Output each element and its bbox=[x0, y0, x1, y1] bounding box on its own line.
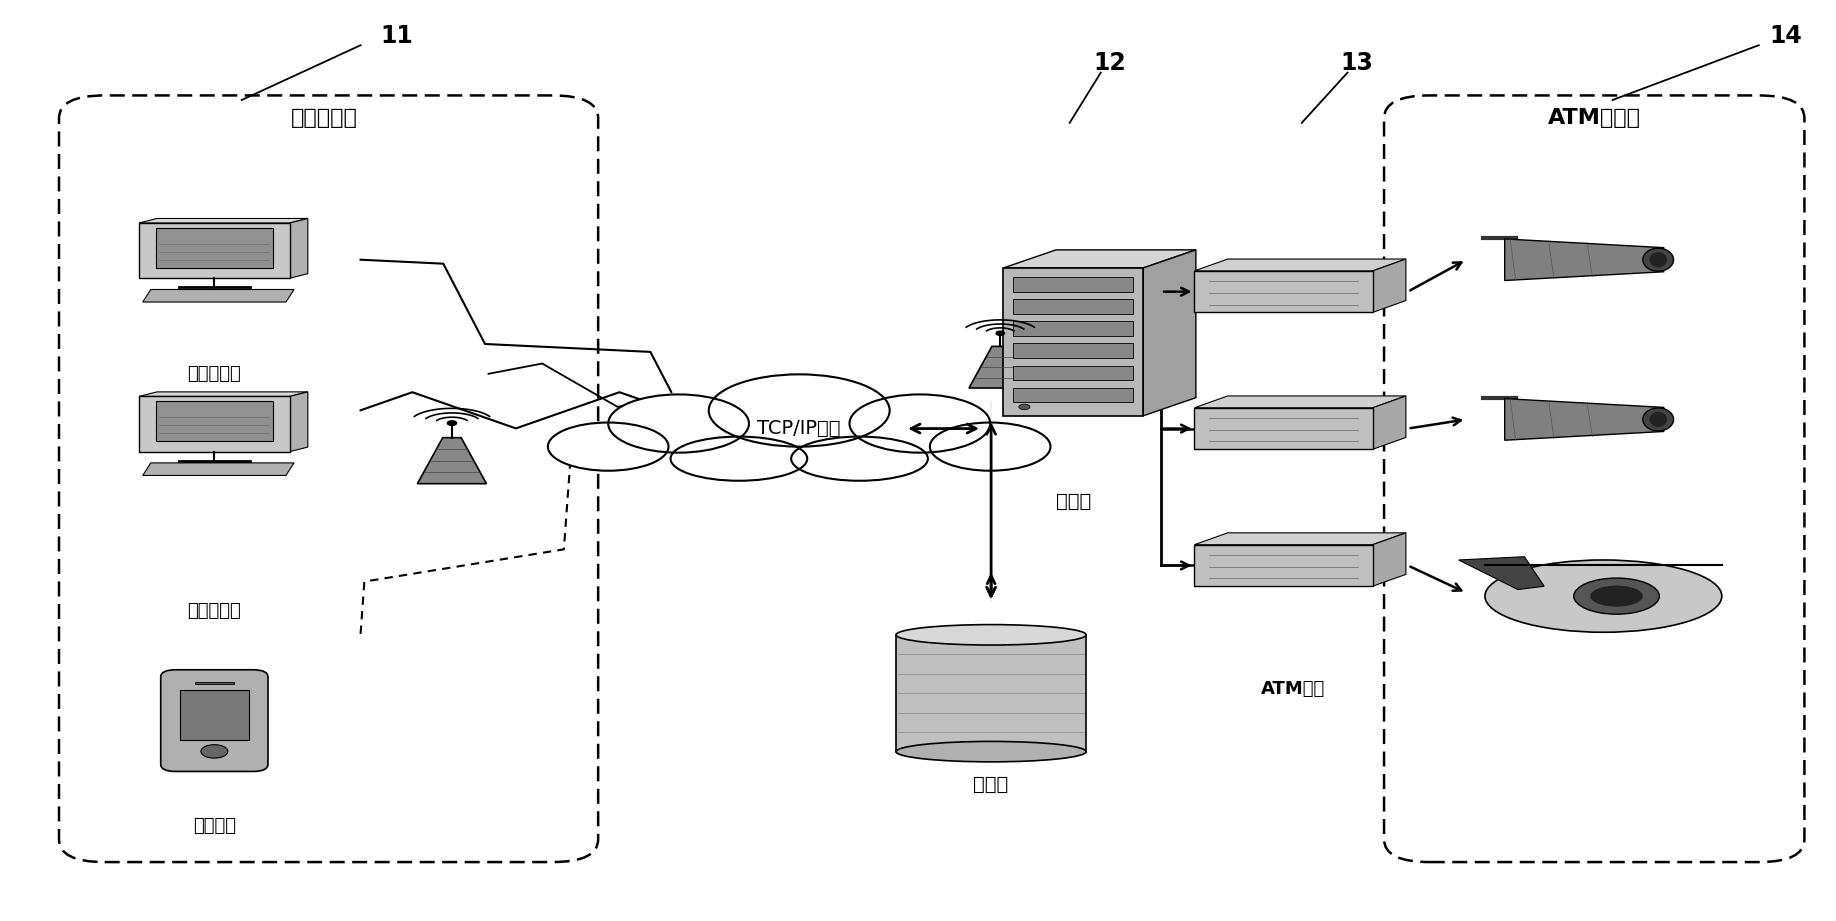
FancyBboxPatch shape bbox=[1013, 277, 1133, 292]
Polygon shape bbox=[1195, 533, 1406, 544]
Polygon shape bbox=[1195, 396, 1406, 408]
Circle shape bbox=[448, 421, 457, 426]
Ellipse shape bbox=[791, 437, 927, 481]
Ellipse shape bbox=[1649, 252, 1667, 267]
Ellipse shape bbox=[896, 624, 1087, 645]
FancyBboxPatch shape bbox=[140, 396, 290, 451]
Text: 监控客户端: 监控客户端 bbox=[290, 109, 358, 128]
Polygon shape bbox=[140, 391, 308, 396]
FancyBboxPatch shape bbox=[140, 223, 290, 278]
Ellipse shape bbox=[1649, 412, 1667, 427]
FancyBboxPatch shape bbox=[162, 670, 268, 772]
Polygon shape bbox=[969, 346, 1032, 388]
FancyBboxPatch shape bbox=[1004, 268, 1144, 415]
Ellipse shape bbox=[929, 423, 1050, 471]
FancyBboxPatch shape bbox=[896, 635, 1087, 752]
FancyBboxPatch shape bbox=[1013, 366, 1133, 380]
FancyBboxPatch shape bbox=[1013, 299, 1133, 314]
Polygon shape bbox=[290, 218, 308, 278]
Polygon shape bbox=[1458, 556, 1544, 589]
Ellipse shape bbox=[608, 394, 749, 452]
FancyBboxPatch shape bbox=[1013, 321, 1133, 336]
Ellipse shape bbox=[850, 394, 990, 452]
Polygon shape bbox=[1373, 396, 1406, 449]
Polygon shape bbox=[1004, 250, 1195, 268]
Polygon shape bbox=[1195, 259, 1406, 271]
FancyBboxPatch shape bbox=[1013, 388, 1133, 402]
FancyBboxPatch shape bbox=[156, 402, 274, 441]
Text: 无线用户: 无线用户 bbox=[193, 817, 235, 834]
Text: ATM摄像机: ATM摄像机 bbox=[1548, 109, 1641, 128]
Polygon shape bbox=[143, 463, 294, 475]
Ellipse shape bbox=[896, 741, 1087, 762]
Polygon shape bbox=[290, 391, 308, 451]
Polygon shape bbox=[1144, 250, 1195, 415]
Text: TCP/IP网络: TCP/IP网络 bbox=[758, 419, 841, 438]
Polygon shape bbox=[417, 437, 487, 484]
Text: 14: 14 bbox=[1770, 24, 1803, 48]
Text: 13: 13 bbox=[1340, 52, 1373, 76]
FancyBboxPatch shape bbox=[195, 682, 233, 684]
Ellipse shape bbox=[709, 374, 890, 447]
Text: 12: 12 bbox=[1094, 52, 1125, 76]
Polygon shape bbox=[143, 289, 294, 302]
Text: 显示客户端: 显示客户端 bbox=[187, 365, 241, 383]
Text: 设置客户端: 设置客户端 bbox=[187, 602, 241, 620]
Text: 11: 11 bbox=[380, 24, 413, 48]
Polygon shape bbox=[1506, 239, 1663, 281]
Ellipse shape bbox=[1643, 408, 1674, 431]
Ellipse shape bbox=[1590, 586, 1643, 607]
Polygon shape bbox=[1373, 259, 1406, 312]
Ellipse shape bbox=[670, 437, 808, 481]
Polygon shape bbox=[1373, 533, 1406, 587]
Polygon shape bbox=[1506, 399, 1663, 440]
FancyBboxPatch shape bbox=[180, 690, 250, 740]
Ellipse shape bbox=[1643, 249, 1674, 271]
Text: 服务器: 服务器 bbox=[1056, 492, 1091, 511]
Ellipse shape bbox=[1573, 578, 1660, 614]
Text: ATM终端: ATM终端 bbox=[1261, 680, 1326, 698]
Circle shape bbox=[1019, 404, 1030, 410]
Text: 数据库: 数据库 bbox=[973, 775, 1008, 794]
FancyBboxPatch shape bbox=[1195, 271, 1373, 312]
Ellipse shape bbox=[1485, 560, 1722, 632]
Circle shape bbox=[200, 745, 228, 758]
FancyBboxPatch shape bbox=[1195, 544, 1373, 587]
Ellipse shape bbox=[547, 423, 668, 471]
FancyBboxPatch shape bbox=[156, 228, 274, 268]
Polygon shape bbox=[140, 218, 308, 223]
Circle shape bbox=[997, 332, 1004, 335]
FancyBboxPatch shape bbox=[1195, 408, 1373, 449]
FancyBboxPatch shape bbox=[1013, 344, 1133, 358]
